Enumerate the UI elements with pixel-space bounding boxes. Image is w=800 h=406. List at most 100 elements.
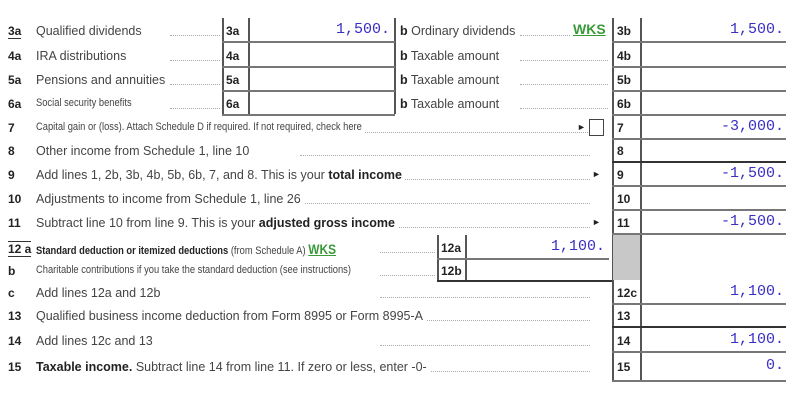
form-line-5a: 5a Pensions and annuities 5a b Taxable amou… xyxy=(0,67,800,92)
form-line-14: 14 Add lines 12c and 13 14 1,100. xyxy=(0,328,800,353)
line-box-label: 7 xyxy=(617,121,624,135)
row-divider xyxy=(612,351,786,353)
line-text: (from Schedule A) xyxy=(228,245,306,257)
line-description: Qualified business income deduction from… xyxy=(36,309,426,323)
b-line-label: Ordinary dividends xyxy=(411,24,516,38)
box12-divider xyxy=(465,235,467,280)
leader-dots xyxy=(170,84,220,85)
line-value-field[interactable]: 1,100. xyxy=(729,283,784,300)
line-box-label: 6b xyxy=(617,97,632,111)
form-line-3a: 3a Qualified dividends 3a 1,500. b Ordinary … xyxy=(0,18,800,43)
leader-dots xyxy=(380,371,590,372)
line-number: 14 xyxy=(8,334,22,348)
b-line-text: b Ordinary dividends xyxy=(400,24,519,38)
arrow-icon: ► xyxy=(592,217,601,227)
line-number: 4a xyxy=(8,49,22,63)
line-description: Other income from Schedule 1, line 10 xyxy=(36,144,253,158)
line-box-label: 5b xyxy=(617,73,632,87)
line-box-label: 8 xyxy=(617,144,624,158)
wks-link[interactable]: WKS xyxy=(308,241,337,257)
form-line-15: 15 Taxable income. Subtract line 14 from … xyxy=(0,354,800,382)
row-divider xyxy=(612,303,786,305)
line-box-label: 14 xyxy=(617,334,631,348)
line-value-field[interactable]: -3,000. xyxy=(720,118,784,135)
line-description: Pensions and annuities xyxy=(36,73,169,87)
b-prefix: b xyxy=(400,97,408,111)
line-value-field[interactable]: -1,500. xyxy=(720,165,784,182)
line-text: Qualified business income deduction from… xyxy=(36,309,423,323)
leader-dots xyxy=(380,345,590,346)
box-value-field[interactable]: 1,100. xyxy=(550,238,605,255)
box-divider xyxy=(437,280,612,282)
row-divider xyxy=(612,326,786,328)
box-label: 4a xyxy=(226,49,240,63)
form-line-12a: 12 a Standard deduction or itemized deduc… xyxy=(0,235,800,260)
row-divider xyxy=(612,161,786,163)
form-line-11: 11 Subtract line 10 from line 9. This is … xyxy=(0,210,800,235)
row-divider xyxy=(612,209,786,211)
box-label: 6a xyxy=(226,97,240,111)
line-number: c xyxy=(8,286,15,300)
line-value-field[interactable]: -1,500. xyxy=(720,213,784,230)
line-description: Add lines 12c and 13 xyxy=(36,334,156,348)
form-line-8: 8 Other income from Schedule 1, line 10 8 xyxy=(0,138,800,163)
b-line-label: Taxable amount xyxy=(410,49,500,63)
line-text: Adjustments to income from Schedule 1, l… xyxy=(36,192,301,206)
form-line-6a: 6a Social security benefits 6a b Taxable am… xyxy=(0,91,800,116)
line-text: Qualified dividends xyxy=(36,24,142,38)
line-text: IRA distributions xyxy=(36,49,127,63)
row-divider xyxy=(612,185,786,187)
box-divider xyxy=(222,90,395,92)
box-label: 3a xyxy=(226,24,240,38)
line-description: IRA distributions xyxy=(36,49,130,63)
line-text: Other income from Schedule 1, line 10 xyxy=(36,144,250,158)
line-text: Subtract line 10 from line 9. This is yo… xyxy=(36,216,259,230)
leader-dots xyxy=(170,60,220,61)
line-value-field[interactable]: 1,100. xyxy=(729,331,784,348)
line-box-label: 12c xyxy=(617,286,638,300)
arrow-icon: ► xyxy=(592,169,601,179)
b-line-text: b Taxable amount xyxy=(400,97,503,111)
line-text: Pensions and annuities xyxy=(36,73,166,87)
line-text: Add lines 12c and 13 xyxy=(36,334,153,348)
b-line-text: b Taxable amount xyxy=(400,73,503,87)
line-number: 8 xyxy=(8,144,15,158)
form-line-7: 7 Capital gain or (loss). Attach Schedule… xyxy=(0,115,800,140)
leader-dots xyxy=(300,203,590,204)
row-divider xyxy=(612,380,786,382)
line-box-label: 15 xyxy=(617,360,631,374)
line-value-field[interactable]: 0. xyxy=(765,357,784,374)
line-number: 12 a xyxy=(8,241,32,257)
leader-dots xyxy=(300,155,590,156)
line-number: 5a xyxy=(8,73,22,87)
form-line-13: 13 Qualified business income deduction fr… xyxy=(0,303,800,328)
line-box-label: 13 xyxy=(617,309,631,323)
box-label: 5a xyxy=(226,73,240,87)
leader-dots xyxy=(520,84,608,85)
value-column-left-border xyxy=(640,18,642,382)
box-value-field[interactable]: 1,500. xyxy=(335,21,390,38)
box12-left-border xyxy=(437,235,439,280)
wks-link[interactable]: WKS xyxy=(573,21,606,37)
box-divider xyxy=(222,114,395,116)
box-divider xyxy=(222,66,395,68)
line-description: Capital gain or (loss). Attach Schedule … xyxy=(36,121,365,133)
leader-dots xyxy=(170,35,220,36)
line-text: Social security benefits xyxy=(36,97,132,109)
row-divider xyxy=(612,138,786,140)
b-line-text: b Taxable amount xyxy=(400,49,503,63)
line-number: 6a xyxy=(8,97,22,111)
form-line-9: 9 Add lines 1, 2b, 3b, 4b, 5b, 6b, 7, and… xyxy=(0,162,800,187)
b-prefix: b xyxy=(400,49,408,63)
line-value-field[interactable]: 1,500. xyxy=(729,21,784,38)
line-description: Adjustments to income from Schedule 1, l… xyxy=(36,192,304,206)
leader-dots xyxy=(520,35,570,36)
row-divider xyxy=(612,233,786,235)
schedule-d-checkbox[interactable] xyxy=(589,119,604,136)
b-line-label: Taxable amount xyxy=(410,73,500,87)
form-line-b: b Charitable contributions if you take th… xyxy=(0,258,800,282)
form-line-4a: 4a IRA distributions 4a b Taxable amount 4b xyxy=(0,43,800,68)
line-text-bold: Standard deduction or itemized deduction… xyxy=(36,245,229,257)
box-label: 12b xyxy=(441,264,462,278)
